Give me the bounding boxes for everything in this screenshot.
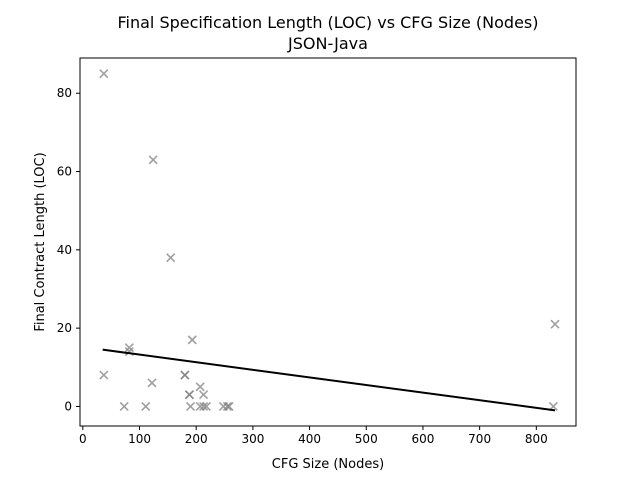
y-axis-label: Final Contract Length (LOC) bbox=[33, 152, 48, 331]
x-tick-label: 300 bbox=[241, 432, 264, 446]
data-point bbox=[99, 370, 109, 380]
data-point bbox=[166, 253, 176, 263]
y-tick-label: 80 bbox=[57, 86, 72, 100]
data-point bbox=[99, 69, 109, 79]
chart-subtitle: JSON-Java bbox=[287, 34, 368, 53]
x-tick-label: 0 bbox=[79, 432, 87, 446]
y-tick-label: 20 bbox=[57, 321, 72, 335]
data-point bbox=[185, 401, 196, 411]
data-point bbox=[199, 401, 209, 411]
data-point bbox=[187, 335, 197, 345]
data-point bbox=[550, 319, 560, 329]
plot-frame bbox=[79, 57, 577, 427]
x-tick-label: 200 bbox=[185, 432, 208, 446]
plot-content bbox=[99, 69, 560, 412]
data-point bbox=[222, 401, 232, 411]
x-tick-label: 400 bbox=[298, 432, 321, 446]
data-point bbox=[147, 378, 157, 388]
x-tick-label: 500 bbox=[355, 432, 378, 446]
x-tick-label: 100 bbox=[128, 432, 151, 446]
y-axis: 0 20 40 60 80 bbox=[57, 86, 80, 413]
y-tick-label: 60 bbox=[57, 165, 72, 179]
x-tick-label: 800 bbox=[525, 432, 548, 446]
data-point bbox=[124, 343, 134, 353]
y-tick-label: 0 bbox=[64, 399, 72, 413]
x-axis-label: CFG Size (Nodes) bbox=[272, 457, 384, 472]
data-point bbox=[180, 370, 190, 380]
x-tick-label: 700 bbox=[468, 432, 491, 446]
data-point bbox=[201, 401, 211, 411]
trend-line bbox=[102, 348, 556, 412]
data-point bbox=[141, 401, 151, 411]
chart-title: Final Specification Length (LOC) vs CFG … bbox=[118, 13, 539, 32]
data-point bbox=[199, 390, 209, 400]
x-axis: 0 100 200 300 400 500 600 700 800 bbox=[79, 426, 548, 446]
x-tick-label: 600 bbox=[411, 432, 434, 446]
data-point bbox=[184, 390, 194, 400]
data-point bbox=[195, 382, 205, 392]
data-point bbox=[148, 155, 158, 165]
data-point bbox=[224, 401, 234, 411]
y-tick-label: 40 bbox=[57, 243, 72, 257]
data-point bbox=[119, 401, 129, 411]
